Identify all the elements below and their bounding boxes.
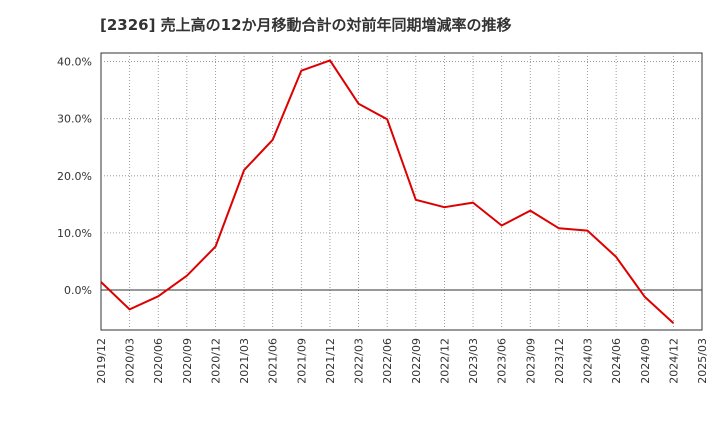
x-tick-label: 2023/06 <box>496 338 509 384</box>
x-tick-label: 2020/09 <box>181 338 194 384</box>
x-tick-label: 2022/12 <box>438 338 451 384</box>
x-tick-label: 2024/03 <box>582 338 595 384</box>
x-tick-label: 2025/03 <box>696 338 709 384</box>
x-tick-label: 2022/09 <box>410 338 423 384</box>
x-tick-label: 2024/09 <box>639 338 652 384</box>
x-tick-label: 2023/12 <box>553 338 566 384</box>
series-line <box>100 59 675 324</box>
chart-title: [2326] 売上高の12か月移動合計の対前年同期増減率の推移 <box>100 16 512 34</box>
x-tick-label: 2023/03 <box>467 338 480 384</box>
x-tick-label: 2023/09 <box>524 338 537 384</box>
x-tick-label: 2024/06 <box>610 338 623 384</box>
y-tick-label: 0.0% <box>64 284 92 297</box>
x-tick-label: 2022/06 <box>381 338 394 384</box>
x-tick-label: 2019/12 <box>95 338 108 384</box>
x-tick-label: 2020/12 <box>209 338 222 384</box>
x-tick-label: 2020/06 <box>152 338 165 384</box>
y-tick-label: 10.0% <box>57 227 92 240</box>
x-tick-label: 2021/06 <box>267 338 280 384</box>
x-tick-label: 2021/09 <box>295 338 308 384</box>
plot-area <box>100 52 703 331</box>
x-tick-label: 2020/03 <box>124 338 137 384</box>
y-tick-label: 30.0% <box>57 113 92 126</box>
x-tick-label: 2021/12 <box>324 338 337 384</box>
y-tick-label: 20.0% <box>57 170 92 183</box>
x-tick-label: 2022/03 <box>353 338 366 384</box>
x-tick-label: 2024/12 <box>667 338 680 384</box>
y-tick-label: 40.0% <box>57 56 92 69</box>
x-tick-label: 2021/03 <box>238 338 251 384</box>
